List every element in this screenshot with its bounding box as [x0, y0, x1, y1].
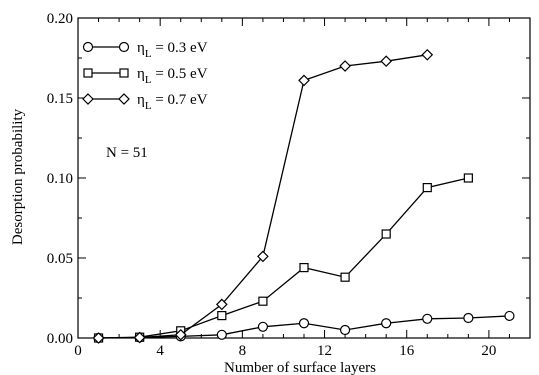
data-point-circle [257, 321, 269, 332]
data-point-circle [504, 310, 515, 322]
y-tick-label: 0.20 [47, 11, 73, 27]
legend-marker [119, 68, 129, 78]
legend: ηL = 0.3 eV ηL = 0.5 eV ηL = 0.7 eV [82, 40, 208, 112]
data-point-square [299, 263, 309, 273]
x-tick-label: 16 [399, 343, 415, 359]
data-point-square [340, 272, 350, 282]
x-tick-label: 20 [481, 343, 496, 359]
data-point-circle [463, 312, 474, 324]
legend-entry: ηL = 0.3 eV [82, 40, 208, 60]
y-tick-label: 0.00 [47, 331, 73, 347]
x-axis-label: Number of surface layers [224, 360, 376, 375]
series-line [98, 177, 469, 339]
series-square [93, 173, 473, 343]
data-point-circle [422, 313, 433, 324]
data-point-square [422, 183, 432, 193]
series-diamond [92, 48, 434, 344]
x-tick-label: 8 [239, 343, 247, 359]
data-point-diamond [380, 55, 393, 68]
plot-frame [77, 17, 531, 339]
data-point-square [258, 296, 268, 306]
legend-label: ηL = 0.3 eV [137, 40, 208, 60]
legend-label: ηL = 0.5 eV [137, 66, 208, 86]
data-point-diamond [339, 60, 351, 72]
data-point-diamond [133, 331, 146, 344]
y-tick-label: 0.10 [47, 171, 73, 187]
data-point-circle [381, 318, 392, 329]
legend-marker [82, 41, 94, 53]
x-tick-label: 0 [74, 343, 82, 359]
series-layer [92, 48, 515, 344]
data-point-circle [339, 324, 351, 336]
annotation-n: N = 51 [106, 145, 148, 161]
data-point-diamond [421, 48, 434, 61]
data-point-diamond [298, 74, 310, 87]
data-point-circle [298, 318, 310, 329]
data-point-square [463, 173, 473, 183]
y-tick-label: 0.15 [47, 91, 73, 107]
data-point-diamond [215, 298, 228, 311]
legend-marker [83, 68, 93, 78]
data-point-square [381, 229, 391, 239]
data-point-diamond [92, 332, 105, 344]
data-point-circle [216, 329, 227, 340]
data-point-diamond [174, 328, 187, 341]
x-tick-label: 4 [156, 343, 164, 359]
axes: 0 4 8 12 16 20 0.00 0.05 0.10 0.15 0.20 [47, 11, 531, 359]
legend-entry: ηL = 0.5 eV [83, 66, 208, 86]
series-line [98, 54, 428, 339]
legend-label: ηL = 0.7 eV [137, 92, 208, 112]
data-point-diamond [257, 250, 269, 263]
y-tick-label: 0.05 [47, 251, 73, 267]
x-tick-label: 12 [317, 343, 332, 359]
legend-marker [118, 41, 130, 53]
data-point-square [217, 311, 227, 321]
legend-marker [118, 93, 130, 105]
legend-entry: ηL = 0.7 eV [82, 92, 208, 112]
y-axis-label: Desorption probability [10, 108, 26, 245]
legend-marker [82, 93, 94, 105]
